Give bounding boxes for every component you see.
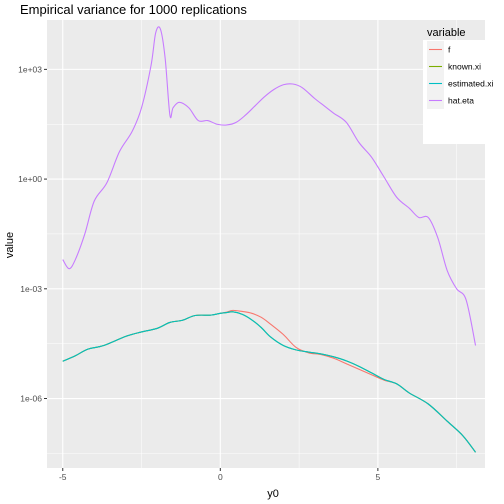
- series-lines: [62, 26, 477, 453]
- legend-label-known-xi: known.xi: [448, 62, 481, 72]
- y-tick-label: 1e+03: [18, 64, 42, 74]
- y-tick-label: 1e-06: [20, 394, 42, 404]
- x-tick-label: -5: [59, 472, 67, 482]
- x-axis-title: y0: [267, 488, 279, 500]
- y-tick-label: 1e-03: [20, 284, 42, 294]
- legend-label-hat-eta: hat.eta: [448, 96, 474, 106]
- legend-label-estimated-xi: estimated.xi: [448, 79, 493, 89]
- series-line-estimated-xi: [62, 311, 476, 453]
- plot-panel: [47, 20, 485, 468]
- chart-title: Empirical variance for 1000 replications: [20, 2, 247, 17]
- series-line-hat-eta: [62, 26, 477, 346]
- y-axis-title: value: [4, 232, 16, 258]
- y-tick-label: 1e+00: [18, 174, 42, 184]
- legend-label-f: f: [448, 45, 451, 55]
- legend: variable f known.xi estimated.xi hat.eta: [423, 27, 504, 144]
- x-tick-label: 0: [218, 472, 223, 482]
- legend-title: variable: [427, 27, 466, 39]
- x-tick-label: 5: [375, 472, 380, 482]
- axes: -5 0 5 1e-06 1e-03 1e+00 1e+03: [18, 64, 380, 482]
